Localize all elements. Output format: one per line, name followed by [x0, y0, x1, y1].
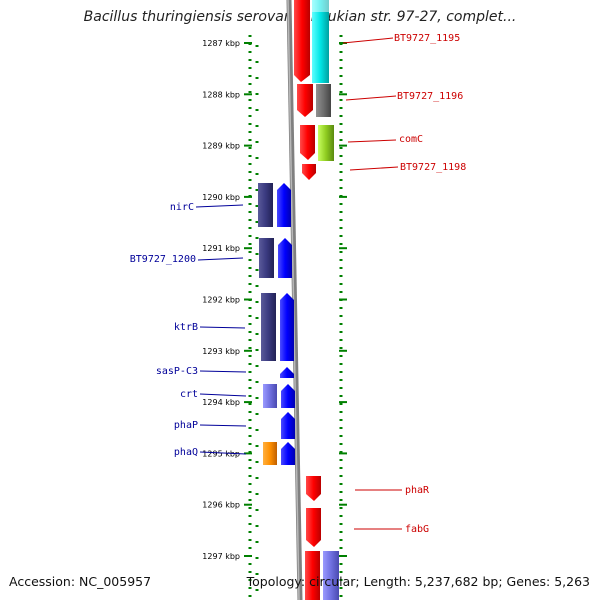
leader-comc — [347, 139, 397, 143]
gene-comc-partner[interactable] — [318, 125, 334, 161]
gene-crt-partner[interactable] — [263, 384, 277, 408]
ruler-tick-label: 1287 kbp — [202, 39, 240, 48]
gene-bt9727-1195-partner-top[interactable] — [312, 0, 329, 12]
leader-bt9727-1198 — [349, 166, 399, 171]
gene-bt9727-1198[interactable] — [302, 164, 316, 180]
gene-bt9727-1196-partner[interactable] — [316, 84, 331, 117]
leader-bt9727-1195 — [342, 37, 394, 44]
gene-label[interactable]: nirC — [170, 202, 194, 213]
ruler-tick-label: 1288 kbp — [202, 90, 240, 99]
gene-bt9727-1200-partner[interactable] — [259, 238, 274, 278]
gene-label[interactable]: phaQ — [174, 447, 198, 458]
gene-label[interactable]: BT9727_1200 — [130, 254, 196, 265]
gene-nirc[interactable] — [277, 183, 291, 227]
gene-unlabeled-bottom-partner[interactable] — [323, 551, 339, 600]
leader-sasp-c3 — [199, 370, 247, 373]
gene-bt9727-1200[interactable] — [278, 238, 292, 278]
ruler-tick-label: 1292 kbp — [202, 296, 240, 305]
gene-bt9727-1195-partner[interactable] — [312, 0, 329, 83]
leader-ktrb — [199, 326, 246, 329]
leader-bt9727-1196 — [345, 95, 397, 101]
ruler-tick-label: 1289 kbp — [202, 142, 240, 151]
gene-fabg[interactable] — [306, 508, 321, 547]
ruler-tick-label: 1295 kbp — [202, 449, 240, 458]
gene-label[interactable]: BT9727_1195 — [394, 33, 460, 44]
leader-crt — [199, 393, 247, 397]
gene-unlabeled-bottom[interactable] — [305, 551, 320, 600]
gene-phar[interactable] — [306, 476, 321, 501]
gene-label[interactable]: ktrB — [174, 322, 198, 333]
gene-ktrb[interactable] — [280, 293, 294, 361]
gene-phap[interactable] — [281, 412, 295, 439]
gene-label[interactable]: comC — [399, 134, 423, 145]
gene-ktrb-partner[interactable] — [261, 293, 276, 361]
leader-phaq — [199, 451, 247, 455]
gene-bt9727-1195[interactable] — [294, 0, 310, 82]
gene-label[interactable]: fabG — [405, 524, 429, 535]
gene-bt9727-1196[interactable] — [297, 84, 313, 117]
gene-phaq-partner[interactable] — [263, 442, 277, 465]
ruler-tick-label: 1293 kbp — [202, 347, 240, 356]
gene-nirc-partner[interactable] — [258, 183, 273, 227]
gene-phaq[interactable] — [281, 442, 295, 465]
gene-label[interactable]: sasP-C3 — [156, 366, 198, 377]
gene-label[interactable]: BT9727_1198 — [400, 162, 466, 173]
gene-label[interactable]: BT9727_1196 — [397, 91, 463, 102]
leader-nirc — [195, 204, 244, 208]
ruler-tick-label: 1291 kbp — [202, 244, 240, 253]
gene-comc[interactable] — [300, 125, 315, 160]
leader-phap — [199, 424, 247, 427]
ruler-tick-label: 1294 kbp — [202, 398, 240, 407]
ruler-tick-label: 1297 kbp — [202, 552, 240, 561]
gene-label[interactable]: phaP — [174, 420, 198, 431]
chromosome-backbone-highlight — [287, 0, 300, 600]
topology-label: Topology: circular; Length: 5,237,682 bp… — [246, 574, 590, 589]
gene-label[interactable]: phaR — [405, 485, 430, 496]
accession-label: Accession: NC_005957 — [9, 574, 152, 589]
gene-label[interactable]: crt — [180, 389, 198, 400]
ruler-tick-label: 1290 kbp — [202, 193, 240, 202]
gene-crt[interactable] — [281, 384, 295, 408]
ruler-tick-label: 1296 kbp — [202, 501, 240, 510]
ruler-ticks: 1287 kbp 1288 kbp 1289 kbp 1290 kbp 1291 kbp… — [202, 39, 347, 561]
gene-sasp-c3[interactable] — [280, 367, 294, 378]
leader-bt9727-1200 — [197, 257, 244, 261]
chromosome-backbone — [286, 0, 303, 600]
